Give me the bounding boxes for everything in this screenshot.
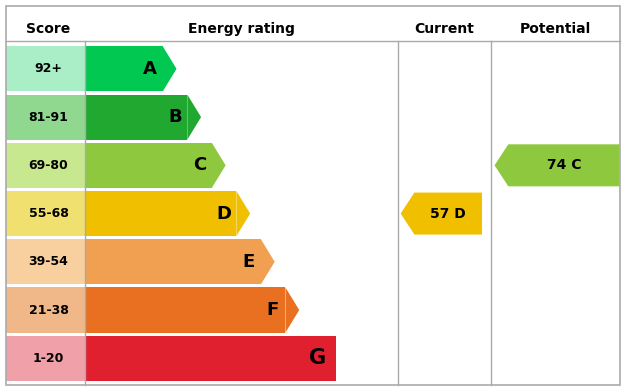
Bar	[85, 46, 163, 91]
Text: Current: Current	[414, 22, 475, 36]
Text: 1-20: 1-20	[33, 352, 64, 365]
Bar	[6, 239, 85, 284]
Text: 74 C: 74 C	[547, 158, 582, 172]
Text: C: C	[193, 156, 206, 174]
Text: B: B	[168, 108, 182, 126]
Polygon shape	[495, 144, 620, 186]
Text: D: D	[217, 205, 232, 223]
Bar	[6, 287, 85, 333]
Text: E: E	[242, 253, 255, 271]
Bar	[85, 336, 336, 381]
Bar	[6, 95, 85, 140]
Text: 21-38: 21-38	[29, 303, 68, 317]
Polygon shape	[401, 193, 482, 235]
Bar	[85, 143, 212, 188]
Polygon shape	[163, 46, 177, 91]
Text: 57 D: 57 D	[429, 207, 466, 221]
Text: F: F	[267, 301, 279, 319]
Polygon shape	[237, 191, 250, 236]
Bar	[6, 143, 85, 188]
Text: Energy rating: Energy rating	[188, 22, 294, 36]
Bar	[85, 239, 261, 284]
Bar	[6, 191, 85, 236]
Bar	[85, 95, 187, 140]
Text: 39-54: 39-54	[29, 255, 68, 268]
Bar	[85, 287, 285, 333]
Polygon shape	[187, 95, 201, 140]
Text: 69-80: 69-80	[29, 159, 68, 172]
Bar	[6, 336, 85, 381]
Text: Potential: Potential	[520, 22, 591, 36]
Text: G: G	[309, 348, 326, 368]
Text: 92+: 92+	[34, 62, 63, 75]
Text: A: A	[143, 60, 157, 78]
Bar	[6, 46, 85, 91]
Polygon shape	[212, 143, 225, 188]
Bar	[85, 191, 237, 236]
Text: 81-91: 81-91	[29, 110, 68, 124]
Text: Score: Score	[26, 22, 71, 36]
Polygon shape	[285, 287, 299, 333]
Polygon shape	[261, 239, 275, 284]
Text: 55-68: 55-68	[29, 207, 68, 220]
